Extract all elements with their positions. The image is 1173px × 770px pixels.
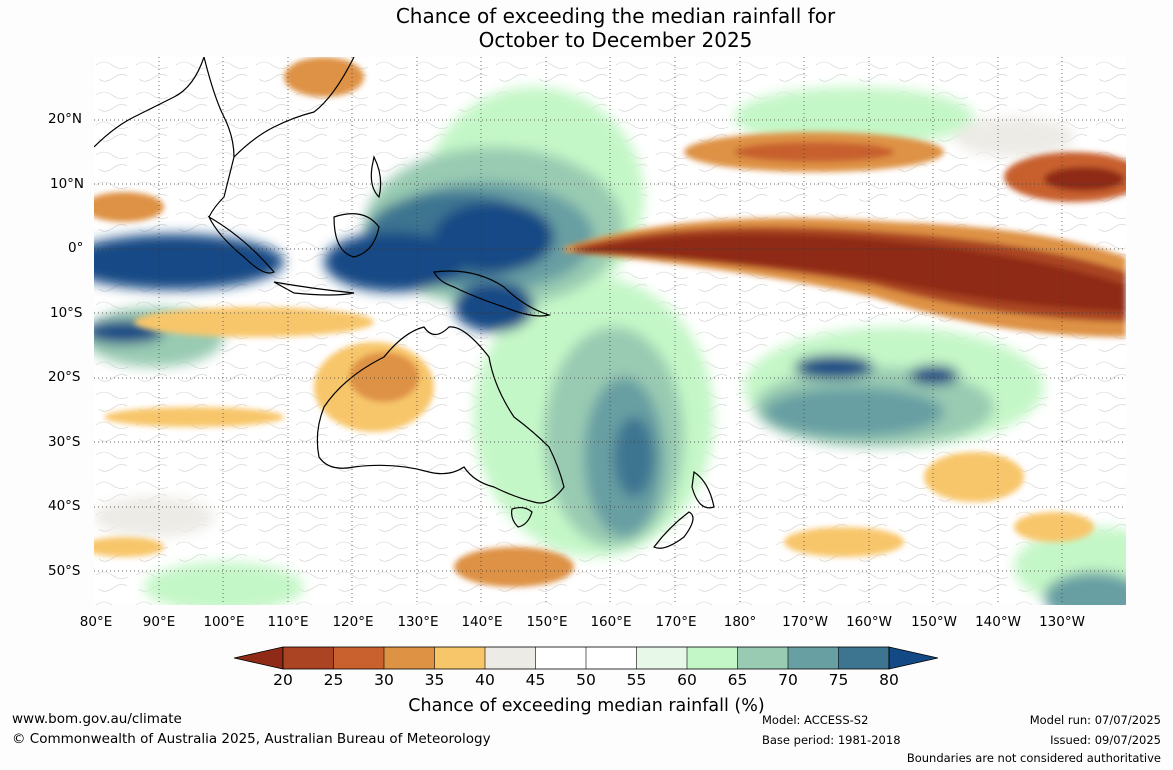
legend-swatch-60-65 [687, 647, 738, 669]
legend-tick-20: 20 [273, 671, 293, 689]
lon-label-100e: 100°E [203, 614, 245, 630]
legend-dividers [333, 647, 839, 669]
legend-swatch-55-60 [636, 647, 687, 669]
lon-label-130e: 130°E [397, 614, 439, 630]
legend-tick-50: 50 [576, 671, 596, 689]
legend-swatch-30-35 [384, 647, 435, 669]
legend-swatch-70-75 [788, 647, 839, 669]
graticule [94, 57, 1126, 605]
lon-label-80e: 80°E [79, 614, 113, 630]
legend-tick-75: 75 [828, 671, 849, 689]
lon-label-140e: 140°E [461, 614, 503, 630]
footer-base-period: Base period: 1981-2018 [762, 733, 901, 747]
legend-tick-60: 60 [677, 671, 697, 689]
map-title: Chance of exceeding the median rainfall … [0, 4, 1173, 52]
lon-label-120e: 120°E [332, 614, 374, 630]
rainfall-map [94, 57, 1126, 605]
lon-label-180: 180° [723, 614, 757, 630]
lat-label-50s: 50°S [48, 563, 81, 579]
map-title-line2: October to December 2025 [478, 28, 753, 52]
legend-tick-35: 35 [424, 671, 445, 689]
legend-swatch-below-20 [234, 646, 284, 670]
legend-tick-65: 65 [727, 671, 748, 689]
coastlines [94, 57, 715, 549]
lat-label-equator: 0° [68, 240, 84, 256]
footer-url[interactable]: www.bom.gov.au/climate [12, 711, 182, 727]
lat-label-10s: 10°S [50, 305, 83, 321]
legend-tick-45: 45 [525, 671, 546, 689]
lon-label-90e: 90°E [142, 614, 176, 630]
lat-label-40s: 40°S [48, 498, 81, 514]
lon-label-160e: 160°E [590, 614, 632, 630]
footer-issued: Issued: 09/07/2025 [1050, 733, 1161, 747]
lon-label-170w: 170°W [782, 614, 828, 630]
legend-tick-40: 40 [475, 671, 495, 689]
lon-label-130w: 130°W [1039, 614, 1085, 630]
rainfall-fill [94, 57, 1126, 605]
lon-label-140w: 140°W [975, 614, 1021, 630]
lat-label-20s: 20°S [48, 369, 81, 385]
legend-swatch-45-50 [535, 647, 586, 669]
legend-swatch-50-55 [586, 647, 637, 669]
legend-tick-70: 70 [778, 671, 798, 689]
legend-swatch-40-45 [485, 647, 536, 669]
lon-label-170e: 170°E [655, 614, 697, 630]
legend-colorbar [234, 646, 938, 670]
lon-label-110e: 110°E [267, 614, 309, 630]
rainfall-map-svg [94, 57, 1126, 605]
lat-label-10n: 10°N [50, 176, 85, 192]
legend-title: Chance of exceeding median rainfall (%) [408, 696, 765, 716]
lat-label-30s: 30°S [48, 434, 81, 450]
legend-swatch-20-25 [283, 647, 334, 669]
map-title-line1: Chance of exceeding the median rainfall … [395, 4, 836, 28]
legend-tick-55: 55 [626, 671, 647, 689]
legend-swatch-above-80 [888, 646, 938, 670]
legend-tick-30: 30 [374, 671, 394, 689]
footer-copyright: © Commonwealth of Australia 2025, Austra… [12, 731, 491, 747]
lon-label-150w: 150°W [911, 614, 957, 630]
lon-label-150e: 150°E [526, 614, 568, 630]
legend-tick-25: 25 [323, 671, 344, 689]
lon-label-160w: 160°W [846, 614, 892, 630]
legend-tick-80: 80 [879, 671, 899, 689]
footer-boundaries-note: Boundaries are not considered authoritat… [906, 751, 1161, 765]
footer-model: Model: ACCESS-S2 [762, 713, 869, 727]
legend-swatch-65-70 [737, 647, 788, 669]
legend-swatch-35-40 [434, 647, 485, 669]
footer-model-run: Model run: 07/07/2025 [1029, 713, 1161, 727]
legend-swatch-25-30 [333, 647, 384, 669]
lat-label-20n: 20°N [48, 111, 83, 127]
legend-swatch-75-80 [838, 647, 889, 669]
